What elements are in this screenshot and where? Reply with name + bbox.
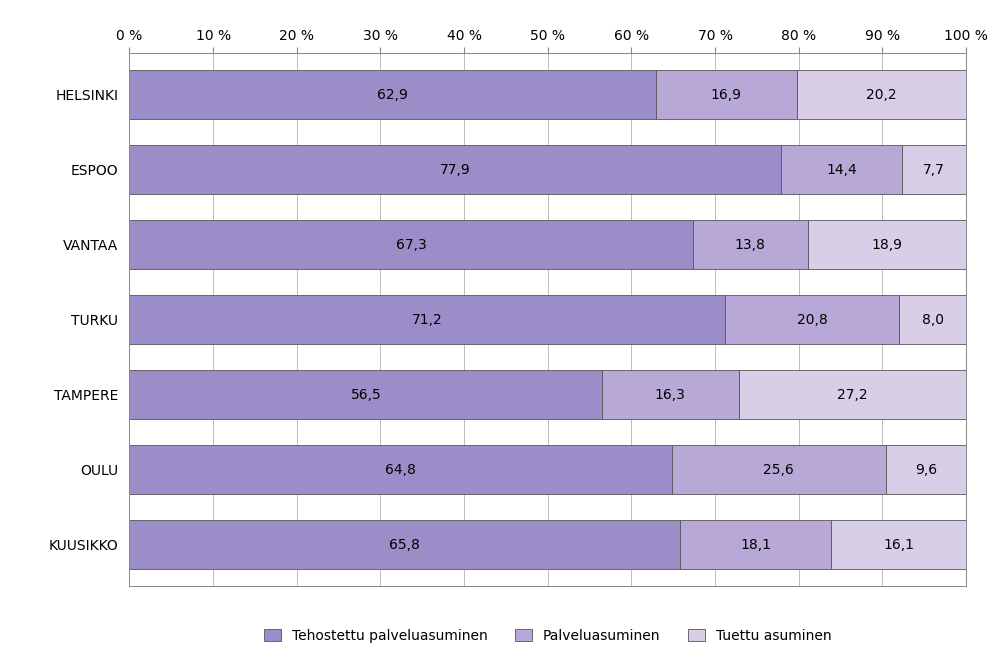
Text: 77,9: 77,9 (440, 163, 471, 176)
Text: 16,3: 16,3 (655, 388, 686, 402)
Bar (808, 220, 966, 269)
Text: 62,9: 62,9 (377, 87, 408, 101)
Bar (797, 70, 966, 119)
Text: 9,6: 9,6 (915, 463, 937, 477)
Bar (603, 370, 739, 419)
Bar (129, 446, 671, 494)
Text: 20,2: 20,2 (867, 87, 897, 101)
Text: 16,9: 16,9 (711, 87, 742, 101)
Bar (901, 145, 966, 194)
Text: 71,2: 71,2 (412, 312, 442, 327)
Text: 8,0: 8,0 (921, 312, 943, 327)
Bar (129, 520, 680, 569)
Text: 27,2: 27,2 (837, 388, 868, 402)
Bar (739, 370, 966, 419)
Text: 7,7: 7,7 (923, 163, 945, 176)
Text: 20,8: 20,8 (797, 312, 828, 327)
Legend: Tehostettu palveluasuminen, Palveluasuminen, Tuettu asuminen: Tehostettu palveluasuminen, Palveluasumi… (258, 623, 838, 649)
Text: 65,8: 65,8 (389, 538, 420, 552)
Text: 64,8: 64,8 (385, 463, 416, 477)
Text: 18,9: 18,9 (872, 238, 902, 252)
Bar (655, 70, 797, 119)
Bar (129, 370, 603, 419)
Bar (129, 145, 781, 194)
Bar (671, 446, 885, 494)
Bar (725, 295, 899, 344)
Bar (692, 220, 808, 269)
Bar (885, 446, 966, 494)
Bar (832, 520, 966, 569)
Text: 18,1: 18,1 (740, 538, 771, 552)
Bar (680, 520, 832, 569)
Bar (899, 295, 966, 344)
Text: 13,8: 13,8 (735, 238, 766, 252)
Text: 67,3: 67,3 (395, 238, 426, 252)
Text: 14,4: 14,4 (826, 163, 857, 176)
Bar (129, 295, 725, 344)
Bar (129, 220, 692, 269)
Text: 16,1: 16,1 (883, 538, 914, 552)
Bar (129, 70, 655, 119)
Bar (781, 145, 901, 194)
Text: 56,5: 56,5 (351, 388, 381, 402)
Text: 25,6: 25,6 (763, 463, 794, 477)
